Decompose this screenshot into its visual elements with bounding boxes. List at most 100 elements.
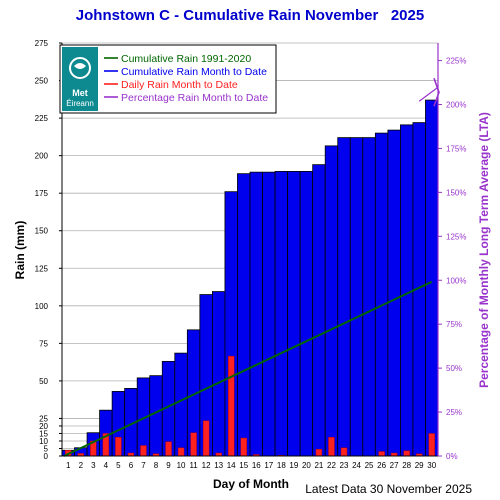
cumulative-bar — [425, 99, 439, 457]
daily-bars — [65, 355, 435, 457]
x-tick-label: 26 — [377, 461, 386, 470]
x-tick-label: 13 — [214, 461, 223, 470]
daily-bar — [140, 445, 147, 457]
x-tick-label: 5 — [116, 461, 121, 470]
x-tick-label: 28 — [402, 461, 411, 470]
daily-bar — [315, 449, 323, 457]
met-eireann-logo: Met Éireann — [62, 47, 98, 111]
y-tick-label: 100 — [35, 302, 49, 311]
y2-tick-label: 0% — [446, 452, 458, 461]
cumulative-bar — [274, 171, 289, 457]
x-tick-label: 12 — [202, 461, 211, 470]
x-tick-label: 19 — [289, 461, 298, 470]
y-tick-label: 175 — [35, 189, 49, 198]
y-tick-label: 50 — [39, 377, 48, 386]
y-tick-label: 20 — [39, 422, 48, 431]
legend-entry: Percentage Rain Month to Date — [121, 92, 268, 104]
x-tick-label: 9 — [166, 461, 171, 470]
x-tick-label: 14 — [227, 461, 236, 470]
y2-axis-label: Percentage of Monthly Long Term Average … — [477, 112, 491, 388]
cumulative-bar — [387, 129, 401, 457]
y2-tick-label: 200% — [446, 101, 466, 110]
x-tick-label: 7 — [141, 461, 146, 470]
x-tick-label: 22 — [327, 461, 336, 470]
logo-text-eireann: Éireann — [66, 99, 94, 108]
legend: Met Éireann Cumulative Rain 1991-2020Cum… — [59, 44, 277, 114]
y-tick-label: 125 — [35, 264, 49, 273]
daily-bar — [177, 447, 185, 457]
cumulative-bars — [61, 99, 439, 457]
y-tick-label: 150 — [35, 227, 49, 236]
x-tick-label: 23 — [340, 461, 349, 470]
y2-tick-label: 100% — [446, 276, 466, 285]
x-tick-label: 4 — [104, 461, 109, 470]
daily-bar — [202, 420, 210, 457]
x-tick-label: 20 — [302, 461, 311, 470]
cumulative-bar — [362, 137, 376, 457]
x-axis-ticks: 1 2 3 4 5 6 7 8 9 10 11 12 13 14 15 16 17 18 19 20 21 22 23 24 2… — [66, 461, 437, 470]
x-tick-label: 16 — [252, 461, 261, 470]
x-tick-label: 6 — [129, 461, 134, 470]
cumulative-bar — [337, 137, 351, 457]
y2-tick-label: 225% — [446, 57, 466, 66]
y2-tick-label: 150% — [446, 188, 466, 197]
cumulative-bar — [149, 375, 163, 457]
cumulative-bar — [312, 164, 326, 457]
y2-axis-ticks: 0% 25% 50% 75% 100% 125% 150% 175% 200% 225% — [438, 57, 466, 461]
cumulative-bar — [287, 171, 301, 457]
y-tick-label: 15 — [39, 429, 48, 438]
chart-title: Johnstown C - Cumulative Rain November 2… — [75, 7, 425, 24]
y-tick-label: 25 — [39, 414, 48, 423]
x-tick-label: 27 — [390, 461, 399, 470]
y-tick-label: 250 — [35, 77, 49, 86]
daily-bar — [190, 432, 197, 457]
x-tick-label: 2 — [79, 461, 84, 470]
logo-text-met: Met — [72, 88, 88, 98]
cumulative-bar — [324, 145, 339, 457]
percentage-line — [418, 86, 439, 102]
daily-bar — [340, 447, 348, 457]
y2-tick-label: 125% — [446, 232, 466, 241]
x-tick-label: 29 — [415, 461, 424, 470]
y-tick-label: 0 — [44, 452, 49, 461]
cumulative-bar — [211, 291, 226, 457]
x-tick-label: 25 — [365, 461, 374, 470]
x-tick-label: 10 — [177, 461, 186, 470]
lta-line — [63, 280, 433, 457]
y2-tick-label: 25% — [446, 408, 462, 417]
cumulative-bar — [349, 137, 364, 457]
daily-bar — [378, 451, 385, 457]
daily-bar — [240, 437, 247, 457]
x-tick-label: 24 — [352, 461, 361, 470]
cumulative-bar — [262, 171, 276, 457]
legend-entry: Cumulative Rain Month to Date — [121, 66, 267, 78]
x-tick-label: 30 — [427, 461, 436, 470]
y-tick-label: 5 — [44, 444, 49, 453]
x-axis-label: Day of Month — [213, 477, 289, 491]
daily-bar — [227, 355, 235, 457]
y2-tick-label: 50% — [446, 364, 462, 373]
x-tick-label: 18 — [277, 461, 286, 470]
cumulative-bar — [174, 352, 188, 457]
daily-bar — [428, 433, 435, 457]
legend-entry: Daily Rain Month to Date — [121, 79, 238, 91]
daily-bar — [165, 441, 172, 457]
y-tick-label: 75 — [39, 339, 48, 348]
cumulative-bar — [374, 132, 389, 457]
cumulative-bar — [299, 171, 314, 457]
x-tick-label: 15 — [239, 461, 248, 470]
legend-entry: Cumulative Rain 1991-2020 — [121, 53, 251, 65]
y2-tick-label: 75% — [446, 320, 462, 329]
x-tick-label: 17 — [264, 461, 273, 470]
y-axis-label: Rain (mm) — [13, 221, 27, 280]
x-tick-label: 8 — [154, 461, 159, 470]
x-tick-label: 3 — [91, 461, 96, 470]
series-lines — [63, 77, 440, 457]
y-tick-label: 225 — [35, 114, 49, 123]
y2-tick-label: 175% — [446, 144, 466, 153]
latest-data-note: Latest Data 30 November 2025 — [305, 482, 472, 496]
cumulative-bar — [237, 173, 251, 457]
cumulative-bar — [249, 171, 263, 457]
